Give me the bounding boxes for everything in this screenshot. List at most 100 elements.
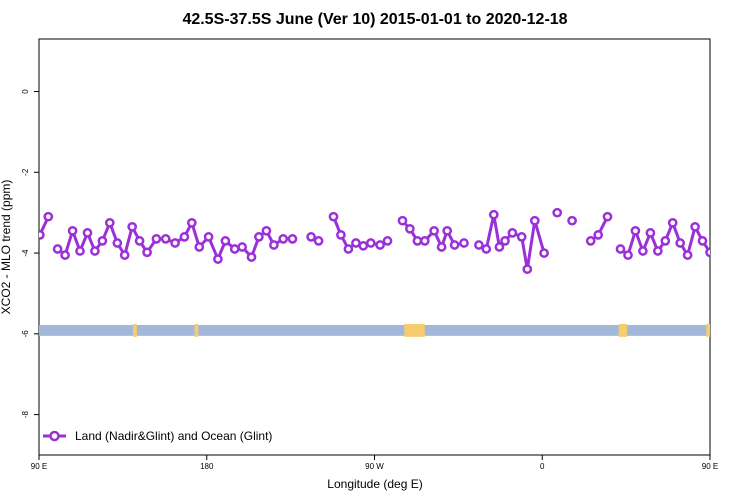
y-tick-label: -4 — [21, 249, 30, 257]
x-tick-label: 90 W — [365, 462, 384, 471]
data-point — [52, 244, 63, 254]
data-point — [522, 264, 533, 275]
data-point — [170, 238, 180, 248]
data-point — [623, 250, 633, 260]
data-point — [494, 242, 505, 252]
data-point — [229, 244, 240, 254]
data-point — [500, 236, 510, 246]
data-point — [246, 252, 257, 262]
data-point — [412, 236, 423, 246]
data-point — [261, 225, 272, 236]
data-point — [705, 247, 710, 258]
data-point — [375, 240, 385, 250]
data-point — [690, 221, 700, 232]
plot-frame — [38, 38, 711, 456]
data-point — [405, 223, 415, 234]
x-axis-label: Longitude (deg E) — [327, 477, 422, 491]
data-point — [652, 246, 663, 256]
data-point — [436, 242, 447, 252]
data-point — [97, 236, 108, 246]
data-point — [254, 232, 264, 242]
y-tick-label: -2 — [21, 168, 30, 176]
data-point — [90, 246, 100, 256]
data-point — [313, 236, 324, 246]
data-point — [43, 211, 54, 222]
data-point — [529, 215, 540, 226]
data-point — [104, 217, 115, 228]
x-tick-label: 0 — [540, 462, 545, 471]
data-point — [539, 248, 549, 258]
data-point — [278, 234, 289, 244]
ocean-band — [39, 324, 710, 336]
data-point — [474, 240, 484, 250]
data-point — [60, 250, 70, 260]
data-point — [615, 244, 626, 254]
data-point — [725, 235, 732, 242]
land-band-segment — [194, 323, 199, 337]
legend-marker — [49, 430, 60, 442]
data-point — [459, 238, 469, 248]
data-point — [602, 211, 613, 222]
data-point — [194, 242, 205, 252]
data-point — [127, 221, 138, 232]
data-point — [630, 225, 641, 236]
data-point — [358, 240, 369, 251]
data-point — [382, 236, 393, 246]
surface-type-band — [39, 323, 710, 337]
chart-title: 42.5S-37.5S June (Ver 10) 2015-01-01 to … — [182, 11, 567, 28]
legend: Land (Nadir&Glint) and Ocean (Glint) — [43, 429, 272, 443]
land-band-segment — [618, 323, 628, 337]
data-point — [638, 246, 648, 256]
y-tick-label: 0 — [21, 89, 30, 94]
data-point — [112, 238, 123, 248]
data-point — [516, 232, 527, 242]
data-point — [179, 232, 190, 242]
data-point — [151, 234, 162, 244]
x-tick-label: 180 — [200, 462, 214, 471]
data-point — [593, 230, 604, 240]
data-point — [119, 250, 130, 260]
data-point — [82, 228, 93, 238]
land-band-segment — [404, 323, 425, 337]
y-axis: 0 -2 -4 -6 -8 — [21, 89, 39, 418]
data-point — [552, 207, 563, 218]
data-point — [667, 217, 678, 228]
data-point — [203, 232, 214, 242]
data-point — [419, 236, 430, 246]
x-tick-label: 90 E — [702, 462, 718, 471]
series-layer — [39, 207, 732, 275]
data-point — [682, 250, 693, 260]
data-point — [449, 240, 460, 250]
data-point — [365, 238, 376, 248]
data-point — [142, 247, 152, 258]
data-point — [220, 236, 231, 246]
data-point — [134, 236, 145, 246]
y-tick-label: -8 — [21, 411, 30, 419]
data-point — [442, 225, 453, 236]
data-point — [75, 246, 85, 256]
data-point — [306, 232, 316, 242]
data-point — [328, 211, 339, 222]
data-point — [675, 238, 686, 248]
data-point — [336, 230, 346, 240]
data-point — [343, 244, 354, 254]
land-band-segment — [706, 323, 710, 337]
data-point — [67, 225, 78, 236]
data-point — [507, 228, 518, 238]
data-point — [237, 242, 248, 252]
series-line — [478, 213, 546, 271]
data-point — [481, 244, 492, 254]
legend-entry-label: Land (Nadir&Glint) and Ocean (Glint) — [75, 429, 272, 443]
data-point — [160, 234, 171, 244]
data-point — [351, 238, 361, 248]
y-axis-label: XCO2 - MLO trend (ppm) — [0, 180, 13, 315]
data-point — [660, 236, 671, 246]
data-point — [39, 230, 45, 240]
data-point — [269, 240, 279, 250]
data-point — [213, 254, 223, 264]
data-point — [716, 235, 723, 242]
data-point — [186, 217, 197, 228]
data-point — [287, 234, 298, 244]
data-point — [488, 209, 499, 220]
